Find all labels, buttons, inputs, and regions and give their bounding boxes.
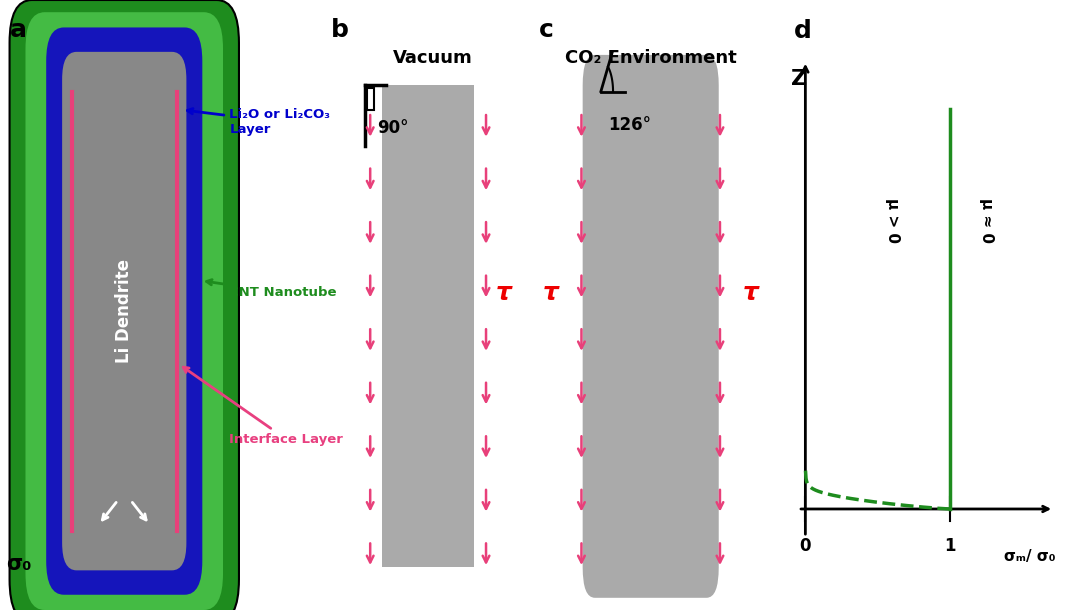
Text: τ: τ xyxy=(742,281,758,305)
Text: Li₂O or Li₂CO₃
Layer: Li₂O or Li₂CO₃ Layer xyxy=(188,108,330,136)
FancyBboxPatch shape xyxy=(46,27,202,595)
Text: d: d xyxy=(794,18,812,43)
Text: 126°: 126° xyxy=(608,116,651,134)
Text: τ: τ xyxy=(496,281,512,305)
Text: 90°: 90° xyxy=(378,119,409,137)
Text: μ ≈ 0: μ ≈ 0 xyxy=(978,198,994,243)
FancyBboxPatch shape xyxy=(26,12,222,610)
Bar xyxy=(382,85,474,567)
Text: c: c xyxy=(539,18,554,42)
Text: τ: τ xyxy=(543,281,559,305)
Text: 1: 1 xyxy=(944,537,956,555)
Text: σₘ/ σ₀: σₘ/ σ₀ xyxy=(1004,549,1055,564)
FancyBboxPatch shape xyxy=(583,55,719,598)
Text: μ > 0: μ > 0 xyxy=(885,198,900,243)
Text: 0: 0 xyxy=(799,537,811,555)
Text: Vacuum: Vacuum xyxy=(392,49,472,67)
Text: CNT Nanotube: CNT Nanotube xyxy=(206,279,337,300)
Text: σ₀: σ₀ xyxy=(6,554,31,575)
Text: Li Dendrite: Li Dendrite xyxy=(116,259,133,363)
Text: Interface Layer: Interface Layer xyxy=(184,367,343,446)
Text: CO₂ Environment: CO₂ Environment xyxy=(565,49,737,67)
Text: a: a xyxy=(10,18,27,42)
Text: Z: Z xyxy=(791,69,807,89)
FancyBboxPatch shape xyxy=(63,52,187,570)
Text: b: b xyxy=(332,18,349,42)
FancyBboxPatch shape xyxy=(10,0,239,610)
Bar xyxy=(367,88,375,110)
